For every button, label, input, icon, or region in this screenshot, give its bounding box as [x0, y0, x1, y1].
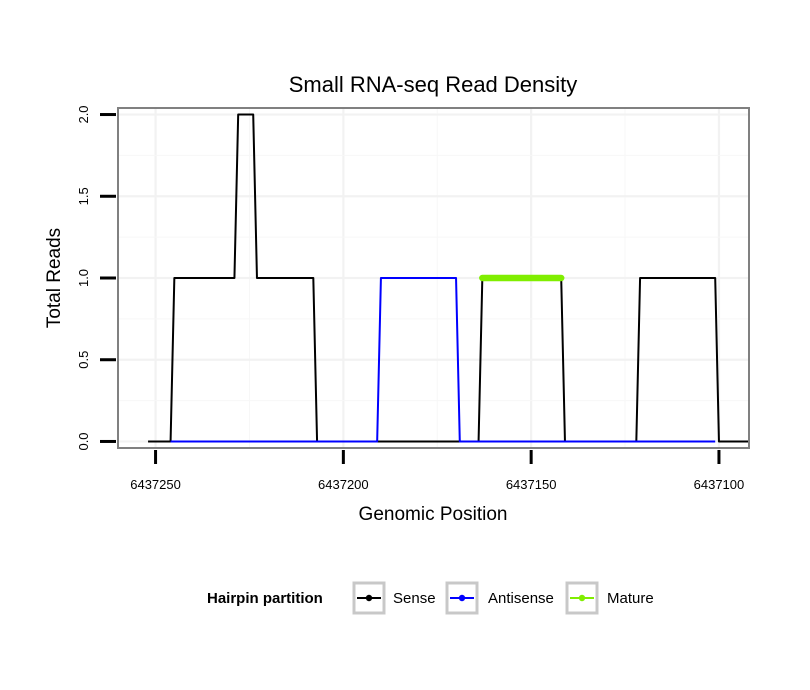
- x-tick-label: 6437150: [506, 477, 557, 492]
- plot-border: [117, 107, 750, 449]
- y-tick-label: 2.0: [76, 105, 91, 123]
- chart-title: Small RNA-seq Read Density: [289, 72, 578, 97]
- legend-key-point-sense: [365, 594, 373, 602]
- data-series: [148, 113, 749, 443]
- x-axis: 6437250 6437200 6437150 6437100: [130, 450, 744, 492]
- y-tick-label: 0.5: [76, 351, 91, 369]
- x-tick-label: 6437100: [694, 477, 745, 492]
- series-line-antisense: [170, 277, 716, 443]
- x-tick-label: 6437200: [318, 477, 369, 492]
- y-axis-title: Total Reads: [44, 228, 65, 328]
- y-tick-label: 0.0: [76, 432, 91, 450]
- legend-key-point-antisense: [458, 594, 466, 602]
- legend-label-mature: Mature: [607, 590, 654, 607]
- y-tick-label: 1.0: [76, 269, 91, 287]
- x-axis-title: Genomic Position: [359, 504, 508, 525]
- y-tick-label: 1.5: [76, 187, 91, 205]
- y-axis: 0.0 0.5 1.0 1.5 2.0: [76, 105, 116, 451]
- legend: Hairpin partition Sense Antisense Mature: [207, 581, 654, 615]
- legend-item-mature: Mature: [565, 581, 654, 615]
- plot-panel: [117, 107, 750, 449]
- legend-title: Hairpin partition: [207, 590, 323, 607]
- legend-key-point-mature: [578, 594, 586, 602]
- series-line-sense: [148, 113, 749, 443]
- legend-label-sense: Sense: [393, 590, 436, 607]
- legend-label-antisense: Antisense: [488, 590, 554, 607]
- legend-item-sense: Sense: [352, 581, 436, 615]
- x-tick-label: 6437250: [130, 477, 181, 492]
- legend-item-antisense: Antisense: [445, 581, 554, 615]
